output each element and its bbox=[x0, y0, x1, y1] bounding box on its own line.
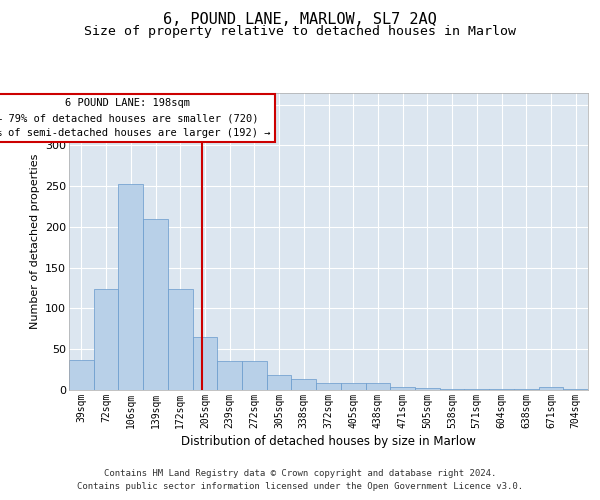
Bar bbox=[267, 374, 292, 390]
Bar bbox=[168, 289, 193, 390]
Bar bbox=[292, 380, 316, 390]
Bar bbox=[143, 219, 168, 390]
Bar bbox=[390, 386, 415, 390]
Bar bbox=[489, 389, 514, 390]
X-axis label: Distribution of detached houses by size in Marlow: Distribution of detached houses by size … bbox=[181, 435, 476, 448]
Bar bbox=[563, 389, 588, 390]
Bar bbox=[217, 362, 242, 390]
Bar bbox=[242, 362, 267, 390]
Text: Size of property relative to detached houses in Marlow: Size of property relative to detached ho… bbox=[84, 25, 516, 38]
Text: Contains HM Land Registry data © Crown copyright and database right 2024.
Contai: Contains HM Land Registry data © Crown c… bbox=[77, 470, 523, 491]
Bar bbox=[316, 382, 341, 390]
Y-axis label: Number of detached properties: Number of detached properties bbox=[29, 154, 40, 329]
Bar bbox=[464, 389, 489, 390]
Bar bbox=[539, 386, 563, 390]
Bar bbox=[193, 337, 217, 390]
Bar bbox=[415, 388, 440, 390]
Bar bbox=[341, 382, 365, 390]
Bar bbox=[118, 184, 143, 390]
Bar bbox=[514, 389, 539, 390]
Bar bbox=[94, 289, 118, 390]
Bar bbox=[365, 384, 390, 390]
Text: 6 POUND LANE: 198sqm
← 79% of detached houses are smaller (720)
21% of semi-deta: 6 POUND LANE: 198sqm ← 79% of detached h… bbox=[0, 98, 271, 138]
Bar bbox=[440, 389, 464, 390]
Text: 6, POUND LANE, MARLOW, SL7 2AQ: 6, POUND LANE, MARLOW, SL7 2AQ bbox=[163, 12, 437, 28]
Bar bbox=[69, 360, 94, 390]
